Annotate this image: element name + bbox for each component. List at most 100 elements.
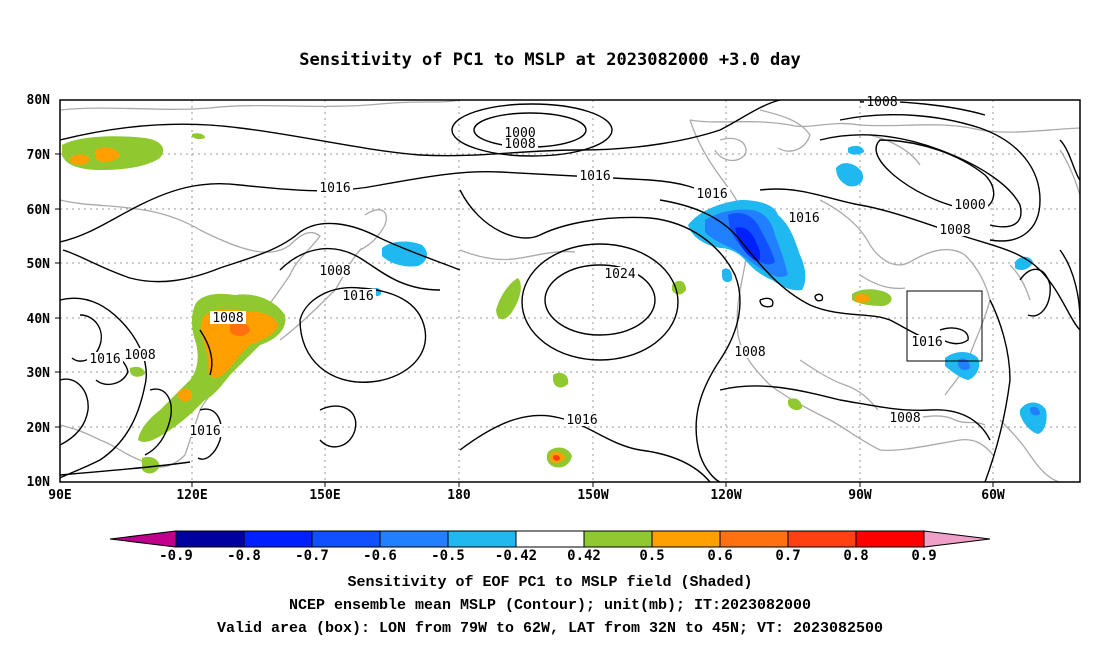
contour-label: 1008 [319, 264, 350, 279]
positive-area [855, 293, 870, 303]
contour-label-bg [502, 126, 538, 139]
colorbar-segment [515, 530, 585, 548]
contour-label-bg [887, 411, 923, 424]
contour-label-bg [909, 335, 945, 348]
lon-label: 60W [981, 488, 1005, 503]
positive-area [192, 133, 205, 140]
contour-label-bg [786, 211, 822, 224]
lon-label: 150E [309, 488, 340, 503]
positive-area [496, 278, 521, 320]
contour-label-bg [732, 345, 768, 358]
colorbar-segment [379, 530, 449, 548]
contour-label: 1008 [124, 348, 155, 363]
lon-label: 120W [710, 488, 741, 503]
contour-label: 1008 [889, 411, 920, 426]
negative-area [382, 241, 427, 267]
contour-label-bg [210, 311, 246, 324]
colorbar-tick-label: 0.6 [707, 548, 732, 564]
contour-label: 1016 [189, 424, 220, 439]
colorbar-segment [447, 530, 517, 548]
axis-ticks [55, 153, 994, 487]
contour-label-bg [564, 413, 600, 426]
contour-label-bg [577, 169, 613, 182]
contour-label-bg [87, 352, 123, 365]
valid-area-box [906, 290, 983, 362]
positive-area [200, 309, 278, 378]
contour-label-bg [952, 198, 988, 211]
lat-label: 70N [27, 148, 51, 163]
map-title: Sensitivity of PC1 to MSLP at 2023082000… [299, 50, 801, 70]
colorbar-segment [311, 530, 381, 548]
colorbar-segment [855, 530, 925, 548]
colorbar-tick-label: 0.5 [639, 548, 664, 564]
contour-label: 1016 [319, 181, 350, 196]
contour-label-bg [317, 181, 353, 194]
contour-label: 1016 [566, 413, 597, 428]
contour-label: 1008 [212, 311, 243, 326]
lat-label: 10N [27, 475, 51, 490]
colorbar-tick-label: -0.9 [159, 548, 193, 564]
positive-area [553, 455, 560, 461]
positive-area [553, 372, 569, 388]
positive-area [130, 366, 145, 377]
contour-label: 1008 [866, 95, 897, 110]
colorbar-tick-label: -0.42 [495, 548, 537, 564]
colorbar-segment [243, 530, 313, 548]
contour-label: 1016 [342, 289, 373, 304]
contour-label: 1016 [579, 169, 610, 184]
colorbar-right-triangle [923, 530, 991, 548]
contour-label: 1008 [504, 137, 535, 152]
lon-label: 120E [176, 488, 207, 503]
map-border [59, 99, 1081, 483]
negative-area [722, 268, 733, 283]
colorbar-segment [583, 530, 653, 548]
lat-label: 30N [27, 366, 51, 381]
positive-area [178, 388, 193, 402]
colorbar-segment [175, 530, 245, 548]
contour-label-bg [937, 223, 973, 236]
contour-label: 1024 [604, 267, 635, 282]
contour-label-bg [694, 187, 730, 200]
contour-labels: 1000 1008 1008 1016 1016 1016 1016 1008 1016 1024… [87, 95, 988, 439]
footer-line-3: Valid area (box): LON from 79W to 62W, L… [216, 620, 884, 637]
negative-area [836, 163, 864, 187]
lat-label: 50N [27, 257, 51, 272]
lon-label: 180 [447, 488, 471, 503]
colorbar-tick-label: -0.8 [227, 548, 261, 564]
contour-label-bg [317, 264, 353, 277]
footer-line-2: NCEP ensemble mean MSLP (Contour); unit(… [288, 597, 812, 614]
lat-label: 60N [27, 203, 51, 218]
negative-area [1020, 402, 1047, 434]
contour-label-bg [340, 289, 376, 302]
contour-label-bg [502, 137, 538, 150]
contour-label: 1000 [954, 198, 985, 213]
lat-axis-labels: 80N 70N 60N 50N 40N 30N 20N 10N [27, 93, 51, 490]
contour-label-bg [187, 424, 223, 437]
contour-label: 1008 [734, 345, 765, 360]
lon-label: 90E [48, 488, 71, 503]
colorbar-segment [651, 530, 721, 548]
positive-area [95, 147, 120, 163]
colorbar-segment [787, 530, 857, 548]
positive-area [230, 322, 250, 337]
positive-area [70, 154, 90, 165]
lat-label: 20N [27, 421, 51, 436]
lon-axis-labels: 90E 120E 150E 180 150W 120W 90W 60W [48, 488, 1005, 503]
contour-label: 1016 [89, 352, 120, 367]
positive-area [672, 280, 686, 295]
colorbar-tick-label: -0.5 [431, 548, 465, 564]
contour-label-bg [864, 95, 900, 108]
positive-area [142, 456, 160, 474]
contour-label: 1016 [696, 187, 727, 202]
footer-line-1: Sensitivity of EOF PC1 to MSLP field (Sh… [347, 574, 753, 591]
negative-area [735, 227, 761, 262]
colorbar-tick-label: 0.7 [775, 548, 800, 564]
positive-area [788, 398, 802, 411]
lat-label: 80N [27, 93, 51, 108]
colorbar-tick-label: 0.8 [843, 548, 868, 564]
colorbar: -0.9 -0.8 -0.7 -0.6 -0.5 -0.42 0.42 0.5 0.6 0.7 0.… [109, 530, 991, 564]
colorbar-tick-label: 0.9 [911, 548, 936, 564]
colorbar-segment [719, 530, 789, 548]
contour-label-bg [602, 267, 638, 280]
